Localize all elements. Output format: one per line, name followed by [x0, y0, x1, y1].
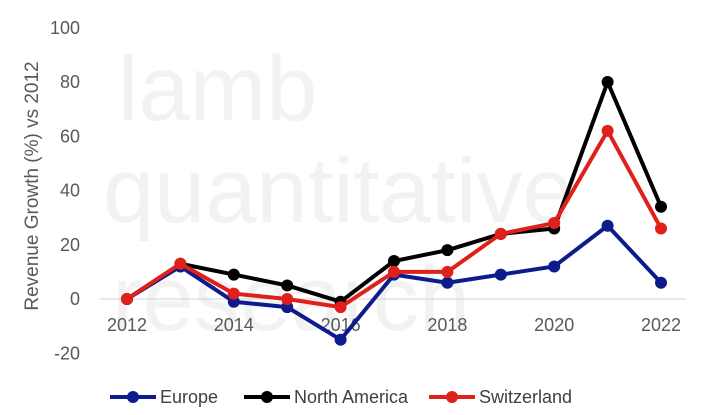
data-point — [174, 257, 187, 270]
series-layer — [121, 76, 667, 346]
legend-item: Switzerland — [429, 387, 572, 407]
data-point — [601, 124, 614, 137]
y-tick-label: 20 — [60, 235, 80, 255]
data-point — [548, 260, 561, 273]
y-tick-label: 60 — [60, 126, 80, 146]
legend-label: Switzerland — [479, 387, 572, 407]
data-point — [441, 265, 454, 278]
data-point — [334, 333, 347, 346]
data-point — [227, 268, 240, 281]
y-tick-label: 100 — [50, 18, 80, 38]
y-tick-label: 40 — [60, 181, 80, 201]
data-point — [441, 244, 454, 257]
x-tick-label: 2012 — [107, 315, 147, 335]
data-point — [441, 276, 454, 289]
legend-swatch-marker — [261, 391, 273, 403]
data-point — [388, 265, 400, 278]
data-point — [334, 301, 347, 314]
data-point — [281, 293, 294, 305]
series-switzerland — [121, 124, 667, 314]
y-axis-label: Revenue Growth (%) vs 2012 — [22, 61, 43, 310]
data-point — [121, 293, 133, 305]
watermark-line-2: quantitative — [103, 140, 574, 242]
data-point — [494, 227, 507, 240]
y-tick-label: 80 — [60, 72, 80, 92]
data-point — [655, 276, 667, 289]
legend-swatch-marker — [446, 391, 458, 403]
data-point — [655, 222, 667, 235]
y-tick-label: 0 — [70, 289, 80, 309]
x-tick-label: 2020 — [534, 315, 574, 335]
legend-item: North America — [244, 387, 409, 407]
data-point — [601, 76, 614, 88]
data-point — [227, 287, 240, 300]
data-point — [601, 219, 614, 232]
legend-item: Europe — [110, 387, 218, 407]
data-point — [655, 200, 667, 213]
x-tick-label: 2022 — [641, 315, 681, 335]
data-point — [548, 217, 561, 230]
legend-label: Europe — [160, 387, 218, 407]
x-tick-label: 2018 — [427, 315, 467, 335]
legend-label: North America — [294, 387, 409, 407]
legend-swatch-marker — [127, 391, 139, 403]
watermark-line-1: lamb — [118, 38, 317, 140]
legend: Europe North America Switzerland — [110, 387, 572, 407]
data-point — [388, 255, 400, 268]
data-point — [281, 279, 294, 292]
data-point — [494, 268, 507, 281]
x-tick-label: 2014 — [214, 315, 254, 335]
y-tick-label: -20 — [54, 343, 80, 363]
